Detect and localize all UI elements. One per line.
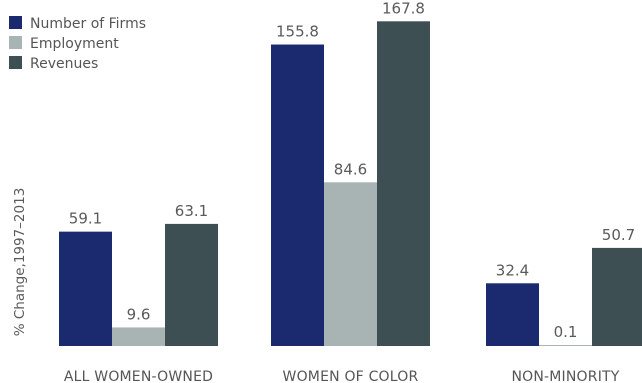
bar-non-minority-employment [539,345,592,346]
legend-swatch-employment [9,36,22,49]
legend: Number of Firms Employment Revenues [9,16,146,72]
bar-non-minority-revenues [592,247,642,346]
value-label-women-of-color-revenues: 167.8 [382,0,425,17]
category-label-women-of-color: WOMEN OF COLOR [283,369,419,383]
category-label-all-women-owned: ALL WOMEN-OWNED [64,369,213,383]
bars [59,21,642,346]
bar-non-minority-number-of-firms [486,283,539,346]
bar-all-women-owned-number-of-firms [59,231,112,346]
legend-swatch-number-of-firms [9,16,22,29]
value-label-non-minority-number-of-firms: 32.4 [496,261,529,279]
value-label-non-minority-employment: 0.1 [554,323,578,341]
bar-women-of-color-number-of-firms [271,44,324,346]
value-label-non-minority-revenues: 50.7 [602,226,635,244]
legend-swatch-revenues [9,56,22,69]
legend-label-revenues: Revenues [30,56,98,72]
bar-all-women-owned-employment [112,327,165,346]
y-axis-label: % Change,1997–2013 [12,188,28,337]
legend-label-employment: Employment [30,36,119,52]
value-label-all-women-owned-employment: 9.6 [127,305,151,323]
value-label-all-women-owned-number-of-firms: 59.1 [69,210,102,228]
bar-all-women-owned-revenues [165,223,218,346]
category-labels: ALL WOMEN-OWNED WOMEN OF COLOR NON-MINORIT… [64,369,620,383]
bar-women-of-color-revenues [377,21,430,346]
value-label-women-of-color-number-of-firms: 155.8 [276,23,319,41]
category-label-non-minority: NON-MINORITY [511,369,619,383]
value-labels: 59.1 9.6 63.1 155.8 84.6 167.8 32.4 0.1 50.7 [69,0,635,341]
value-label-all-women-owned-revenues: 63.1 [175,202,208,220]
legend-label-number-of-firms: Number of Firms [30,16,146,32]
bar-women-of-color-employment [324,182,377,346]
value-label-women-of-color-employment: 84.6 [334,160,367,178]
